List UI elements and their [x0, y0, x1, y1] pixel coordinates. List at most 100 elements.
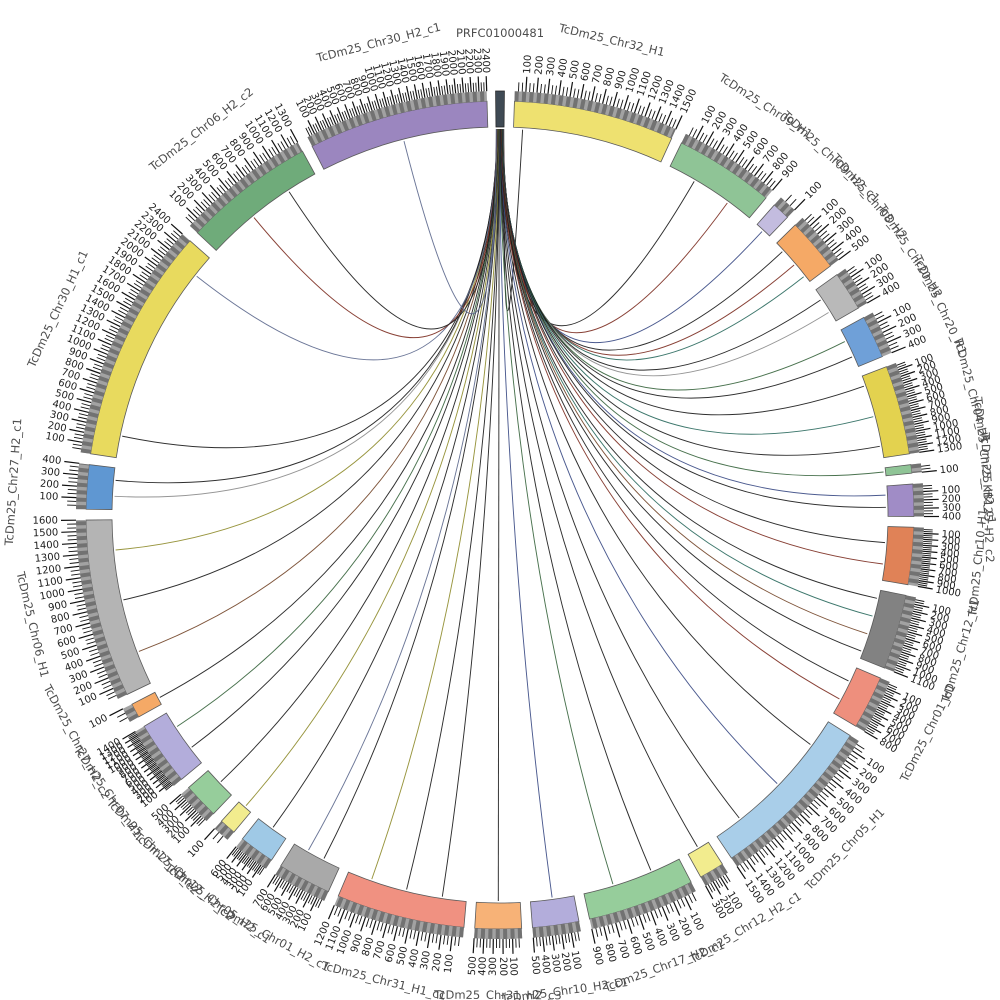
tick-mark-minor — [153, 769, 162, 776]
tick-mark-minor — [916, 431, 926, 435]
tick-mark-minor — [920, 566, 930, 569]
tick-mark-major — [874, 712, 889, 721]
tick-mark-minor — [262, 152, 268, 161]
tick-mark-major — [149, 770, 163, 781]
tick-label: 1600 — [32, 515, 58, 526]
tick-mark-minor — [110, 325, 119, 331]
tick-mark-major — [288, 886, 297, 901]
tick-mark-minor — [771, 840, 778, 848]
link-curve — [498, 128, 553, 898]
link-curve — [114, 128, 498, 498]
tick-mark-minor — [92, 659, 102, 664]
tick-mark-major — [644, 102, 651, 117]
tick-mark-major — [349, 913, 356, 928]
tick-mark-minor — [337, 907, 342, 917]
tick-mark-minor — [922, 554, 932, 557]
tick-label: 500 — [529, 955, 541, 975]
tick-mark-major — [72, 611, 88, 616]
tick-mark-minor — [743, 861, 750, 870]
tick-mark-major — [922, 550, 938, 554]
tick-mark-minor — [402, 93, 406, 102]
bin-band-dashes — [855, 678, 890, 732]
tick-mark-major — [591, 928, 596, 944]
tick-mark-minor — [567, 933, 571, 943]
tick-label: 700 — [938, 566, 958, 579]
tick-mark-major — [273, 878, 283, 892]
links-layer — [114, 128, 886, 902]
tick-mark-major — [251, 864, 262, 878]
tick-mark-major — [295, 890, 304, 904]
tick-mark-minor — [106, 691, 115, 697]
tick-mark-minor — [921, 558, 931, 561]
tick-mark-minor — [114, 316, 124, 322]
tick-mark-minor — [901, 375, 911, 380]
tick-mark-minor — [67, 492, 77, 495]
tick-mark-major — [536, 77, 539, 93]
link-curve — [499, 128, 740, 819]
tick-mark-minor — [97, 670, 106, 675]
tick-mark-minor — [909, 403, 919, 407]
tick-mark-minor — [135, 280, 144, 286]
tick-mark-minor — [187, 214, 196, 222]
tick-mark-minor — [910, 619, 920, 623]
tick-mark-minor — [646, 912, 651, 922]
segment-label: TcDm25_Chr31_H2_c3 — [433, 988, 562, 1000]
link-curve — [371, 128, 500, 880]
tick-mark-minor — [788, 824, 796, 833]
tick-mark-minor — [574, 932, 577, 942]
tick-mark-minor — [611, 923, 615, 933]
tick-mark-minor — [819, 230, 828, 238]
tick-mark-minor — [449, 84, 451, 94]
tick-mark-minor — [130, 288, 139, 295]
tick-mark-minor — [180, 801, 188, 809]
tick-mark-minor — [598, 93, 602, 103]
link-curve — [441, 128, 500, 897]
tick-label: 100 — [569, 950, 583, 971]
tick-label: 2300 — [471, 48, 483, 74]
segments-layer — [76, 91, 925, 939]
tick-mark-major — [603, 925, 608, 941]
tick-mark-minor — [435, 86, 439, 96]
tick-mark-major — [122, 730, 136, 740]
segment-arc — [187, 770, 233, 815]
tick-mark-major — [905, 637, 921, 644]
tick-mark-major — [236, 854, 247, 867]
tick-mark-major — [243, 157, 254, 171]
tick-mark-major — [327, 905, 335, 920]
tick-mark-minor — [319, 120, 325, 130]
segment-arc — [716, 721, 851, 859]
tick-mark-major — [654, 106, 662, 121]
tick-mark-minor — [248, 860, 255, 869]
tick-mark-minor — [212, 832, 220, 840]
tick-mark-minor — [548, 936, 551, 946]
tick-mark-major — [140, 758, 154, 769]
tick-label: 600 — [57, 377, 78, 393]
tick-mark-minor — [417, 89, 421, 99]
tick-mark-minor — [317, 899, 323, 909]
tick-mark-major — [226, 846, 237, 859]
tick-mark-minor — [875, 710, 885, 716]
tick-mark-minor — [386, 96, 390, 106]
tick-mark-minor — [919, 578, 929, 581]
tick-mark-major — [329, 110, 337, 125]
bin-band-dashes — [122, 704, 139, 722]
tick-mark-major — [661, 906, 669, 921]
tick-mark-minor — [797, 816, 805, 824]
segment-arc — [861, 366, 910, 459]
tick-mark-major — [94, 677, 109, 685]
tick-mark-major — [186, 207, 198, 219]
tick-mark-major — [772, 178, 783, 191]
tick-mark-minor — [875, 314, 885, 320]
tick-mark-major — [684, 896, 692, 911]
link-curve — [138, 128, 499, 652]
tick-mark-minor — [347, 911, 352, 921]
segment-arc — [815, 274, 860, 322]
tick-mark-minor — [341, 111, 346, 121]
tick-mark-minor — [919, 576, 929, 579]
tick-mark-major — [307, 120, 316, 134]
tick-mark-minor — [451, 84, 454, 94]
tick-mark-minor — [86, 641, 96, 645]
tick-mark-minor — [175, 795, 183, 803]
tick-label: 100 — [88, 713, 110, 732]
tick-mark-minor — [715, 879, 721, 889]
